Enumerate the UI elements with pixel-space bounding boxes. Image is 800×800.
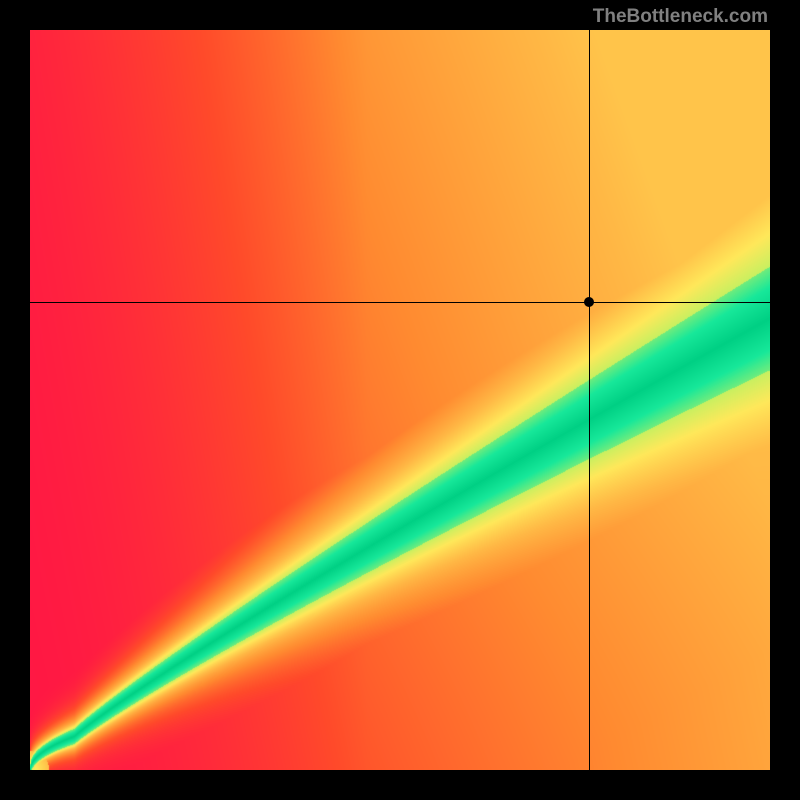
crosshair-vertical-line (589, 30, 590, 770)
chart-plot-area (30, 30, 770, 770)
marker-point (584, 297, 594, 307)
heatmap-canvas (30, 30, 770, 770)
crosshair-horizontal-line (30, 302, 770, 303)
watermark-text: TheBottleneck.com (593, 6, 768, 28)
